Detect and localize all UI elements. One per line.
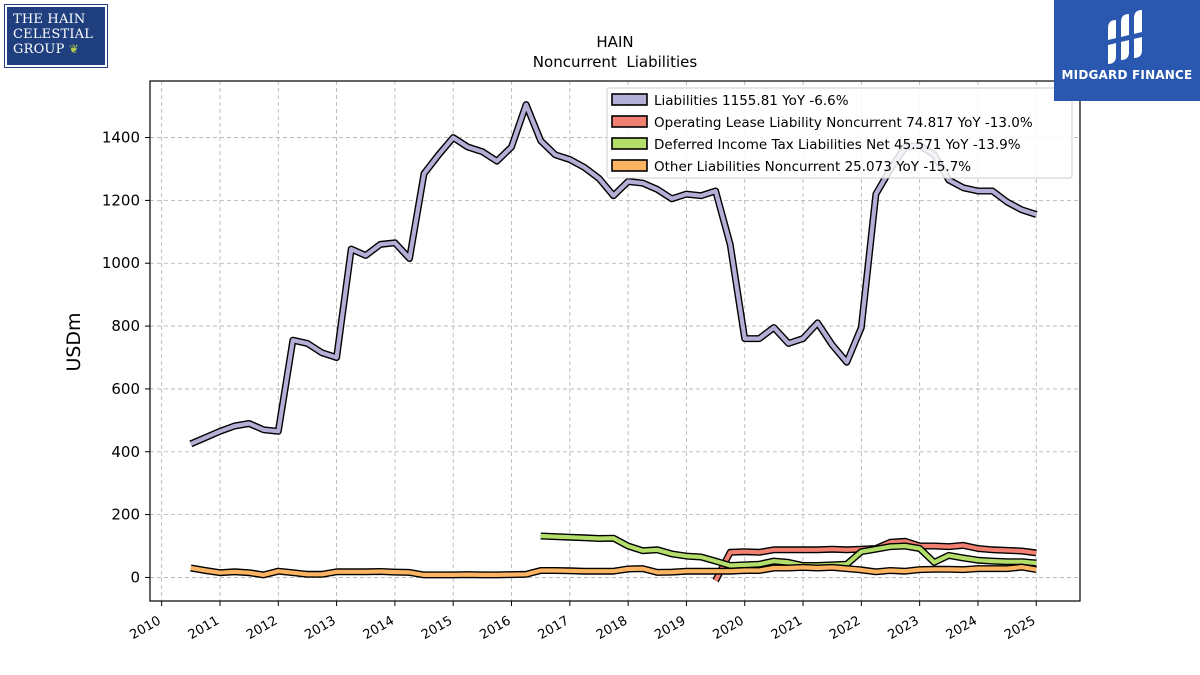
y-axis: 0 200 400 600 800 1000 1200 1400 [102, 129, 150, 586]
y-tick-label: 600 [111, 380, 140, 398]
legend-swatch [611, 115, 648, 128]
y-tick-label: 1400 [102, 129, 140, 147]
chart-subtitle: Noncurrent Liabilities [533, 53, 698, 71]
legend-swatch [611, 93, 648, 106]
x-tick-label: 2011 [186, 613, 222, 643]
hain-celestial-logo: THE HAIN CELESTIAL GROUP ❦ [4, 4, 108, 68]
x-tick-label: 2014 [361, 613, 397, 643]
y-tick-label: 1000 [102, 254, 140, 272]
x-tick-label: 2013 [302, 613, 338, 643]
x-tick-label: 2018 [594, 613, 630, 643]
legend-label: Liabilities 1155.81 YoY -6.6% [654, 93, 849, 109]
x-tick-label: 2023 [885, 613, 921, 643]
logo-line-2: CELESTIAL [13, 27, 94, 42]
logo-line-3-wrap: GROUP ❦ [13, 42, 105, 57]
midgard-finance-logo: MIDGARD FINANCE [1054, 0, 1200, 101]
midgard-brand-text: MIDGARD FINANCE [1061, 68, 1193, 82]
x-tick-label: 2025 [1002, 613, 1038, 643]
logo-line-3: GROUP [13, 42, 65, 57]
x-axis: 2010 2011 2012 2013 2014 2015 2016 2017 2018 2019… [128, 601, 1038, 643]
x-tick-label: 2021 [769, 613, 805, 643]
series-layer [189, 101, 1038, 583]
logo-line-1: THE HAIN [13, 12, 86, 27]
x-tick-label: 2010 [128, 613, 164, 643]
series-line [190, 564, 1037, 578]
legend-label: Operating Lease Liability Noncurrent 74.… [654, 115, 1033, 131]
legend-swatch [611, 159, 648, 172]
y-tick-label: 200 [111, 506, 140, 524]
x-tick-label: 2017 [536, 613, 572, 643]
x-tick-label: 2015 [419, 613, 455, 643]
x-tick-label: 2016 [477, 613, 513, 643]
legend-swatch [611, 137, 648, 150]
y-tick-label: 400 [111, 443, 140, 461]
midgard-mark-icon [1108, 10, 1142, 64]
legend: Liabilities 1155.81 YoY -6.6% Operating L… [606, 87, 1073, 179]
x-tick-label: 2012 [244, 613, 280, 643]
y-tick-label: 1200 [102, 191, 140, 209]
legend-box [606, 87, 1073, 179]
legend-label: Deferred Income Tax Liabilities Net 45.5… [654, 137, 1021, 153]
y-axis-label: USDm [63, 312, 85, 371]
y-tick-label: 0 [130, 568, 140, 586]
legend-label: Other Liabilities Noncurrent 25.073 YoY … [654, 159, 971, 175]
x-tick-label: 2024 [944, 613, 980, 643]
plot-frame [149, 80, 1081, 602]
y-tick-label: 800 [111, 317, 140, 335]
chart-title: HAIN [596, 33, 633, 51]
x-tick-label: 2019 [652, 613, 688, 643]
series-line [540, 533, 1037, 568]
x-tick-label: 2022 [827, 613, 863, 643]
x-tick-label: 2020 [711, 613, 747, 643]
leaf-icon: ❦ [68, 42, 80, 56]
